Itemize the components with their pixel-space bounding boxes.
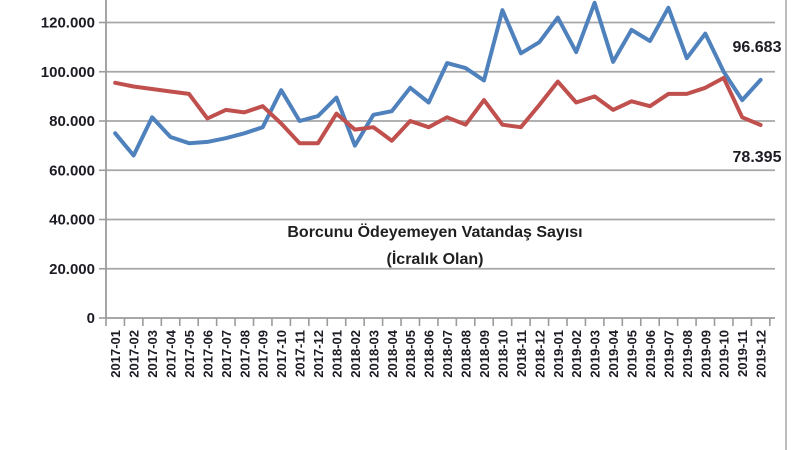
y-axis-label: 100.000: [41, 64, 95, 81]
x-axis-label: 2017-03: [145, 330, 160, 378]
x-axis-label: 2019-07: [661, 330, 676, 378]
data-label-blue-final: 96.683: [733, 39, 782, 56]
x-axis-label: 2018-11: [514, 330, 529, 377]
y-axis-labels: 0 20.000 40.000 60.000 80.000 100.000 120.000: [41, 15, 95, 328]
x-axis-label: 2017-08: [237, 330, 252, 378]
x-axis-label: 2017-01: [108, 330, 123, 378]
x-axis-label: 2018-01: [329, 330, 344, 378]
x-axis-label: 2019-11: [735, 330, 750, 377]
y-axis-label: 120.000: [41, 15, 95, 32]
x-axis-labels: 2017-01 2017-02 2017-03 2017-04 2017-05 2017-…: [108, 329, 768, 377]
y-axis-label: 20.000: [49, 261, 95, 278]
x-axis-label: 2019-08: [680, 330, 695, 378]
x-axis-label: 2019-09: [698, 330, 713, 378]
y-axis-label: 60.000: [49, 162, 95, 179]
x-axis-label: 2017-04: [164, 329, 179, 377]
y-axis-label: 0: [87, 310, 95, 327]
series-line-series-blue: [113, 0, 763, 158]
data-label-red-final: 78.395: [733, 149, 782, 166]
x-axis-label: 2018-12: [532, 330, 547, 378]
x-axis-label: 2019-04: [606, 329, 621, 377]
x-axis-label: 2018-02: [348, 330, 363, 378]
x-axis-label: 2017-07: [219, 330, 234, 378]
x-axis-label: 2018-03: [366, 330, 381, 378]
y-axis-label: 80.000: [49, 113, 95, 130]
x-axis-label: 2017-05: [182, 330, 197, 378]
y-axis-label: 40.000: [49, 212, 95, 229]
series-line-series-red: [113, 75, 763, 146]
x-axis-label: 2017-02: [127, 330, 142, 378]
x-axis-label: 2019-03: [588, 330, 603, 378]
x-axis-label: 2018-10: [495, 330, 510, 378]
x-axis-label: 2017-11: [293, 330, 308, 377]
x-axis-label: 2018-07: [440, 330, 455, 378]
x-axis-label: 2019-12: [754, 330, 769, 378]
x-axis-label: 2018-06: [422, 330, 437, 378]
x-axis-label: 2019-02: [569, 330, 584, 378]
x-axis-label: 2017-09: [256, 330, 271, 378]
x-axis-label: 2018-04: [385, 329, 400, 377]
x-axis-label: 2017-06: [200, 330, 215, 378]
chart-title-line1: Borcunu Ödeyemeyen Vatandaş Sayısı: [287, 222, 582, 241]
x-axis-label: 2018-05: [403, 330, 418, 378]
x-axis-label: 2019-06: [643, 330, 658, 378]
x-axis-label: 2019-05: [625, 330, 640, 378]
axes: [99, 0, 775, 326]
x-axis-label: 2019-01: [551, 330, 566, 378]
chart-title-line2: (İcralık Olan): [387, 250, 484, 268]
x-axis-label: 2019-10: [717, 330, 732, 378]
x-axis-label: 2018-08: [459, 330, 474, 378]
x-axis-label: 2017-10: [274, 330, 289, 378]
series-lines: [113, 0, 763, 158]
x-axis-label: 2018-09: [477, 330, 492, 378]
x-axis-label: 2017-12: [311, 330, 326, 378]
